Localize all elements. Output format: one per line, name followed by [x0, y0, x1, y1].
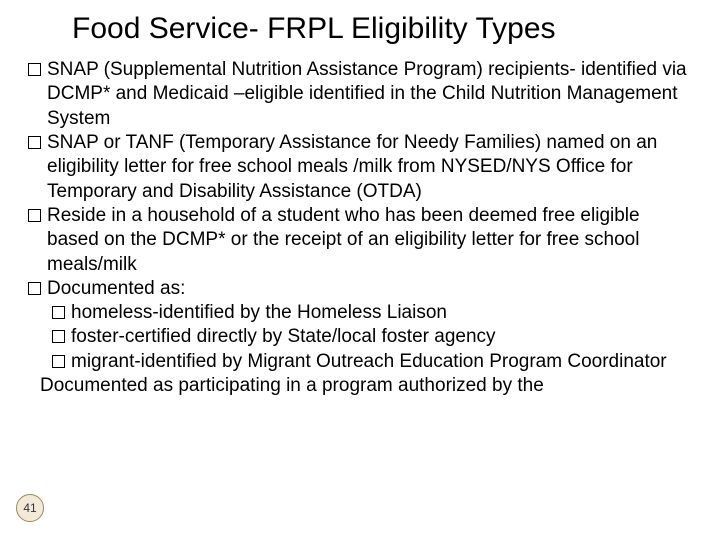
page-number-badge: 41 — [16, 494, 44, 522]
checkbox-icon — [28, 209, 41, 222]
checkbox-icon — [28, 282, 41, 295]
checkbox-icon — [52, 355, 65, 368]
sub-text: migrant-identified by Migrant Outreach E… — [71, 350, 692, 374]
bullet-text: Documented as participating in a program… — [40, 374, 692, 398]
bullet-item: Reside in a household of a student who h… — [28, 204, 692, 277]
sub-item: foster-certified directly by State/local… — [52, 325, 692, 349]
bullet-item: Documented as participating in a program… — [40, 374, 692, 398]
page-number: 41 — [23, 501, 36, 515]
slide-title: Food Service- FRPL Eligibility Types — [72, 12, 692, 46]
checkbox-icon — [28, 63, 41, 76]
sub-text: foster-certified directly by State/local… — [71, 325, 692, 349]
slide-content: SNAP (Supplemental Nutrition Assistance … — [28, 58, 692, 398]
bullet-item: SNAP (Supplemental Nutrition Assistance … — [28, 58, 692, 131]
checkbox-icon — [28, 136, 41, 149]
sub-item: homeless-identified by the Homeless Liai… — [52, 301, 692, 325]
sub-item: migrant-identified by Migrant Outreach E… — [52, 350, 692, 374]
checkbox-icon — [52, 330, 65, 343]
checkbox-icon — [52, 306, 65, 319]
bullet-text: Reside in a household of a student who h… — [47, 204, 692, 277]
bullet-text: SNAP or TANF (Temporary Assistance for N… — [47, 131, 692, 204]
bullet-item: Documented as: — [28, 277, 692, 301]
bullet-text: Documented as: — [47, 277, 692, 301]
slide-container: Food Service- FRPL Eligibility Types SNA… — [0, 0, 720, 540]
sub-list: homeless-identified by the Homeless Liai… — [28, 301, 692, 374]
sub-text: homeless-identified by the Homeless Liai… — [71, 301, 692, 325]
bullet-item: SNAP or TANF (Temporary Assistance for N… — [28, 131, 692, 204]
bullet-text: SNAP (Supplemental Nutrition Assistance … — [47, 58, 692, 131]
